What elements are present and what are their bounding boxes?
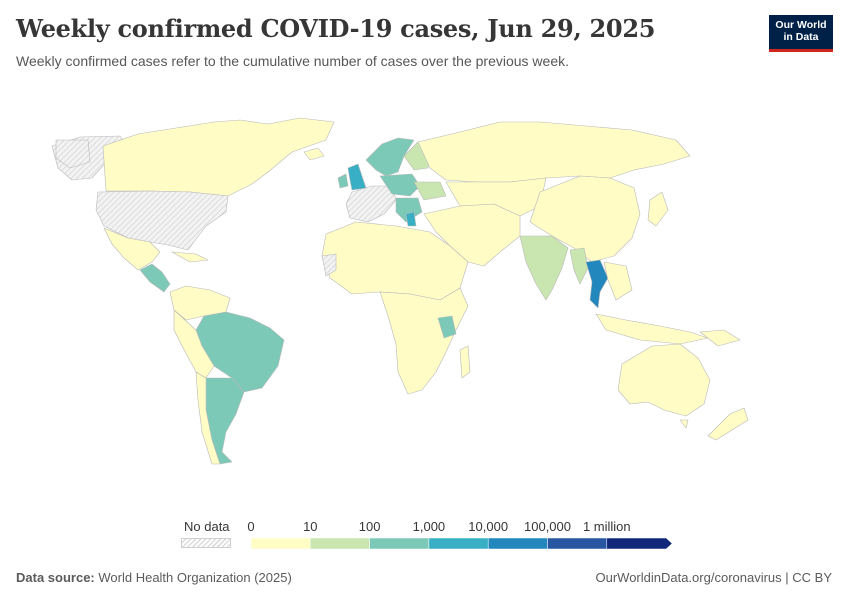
country-ireland[interactable] (337, 173, 349, 189)
country-australia[interactable] (617, 343, 711, 417)
country-usa[interactable] (95, 190, 229, 251)
country-iceland[interactable] (303, 147, 325, 161)
legend-tick-5: 100,000 (524, 519, 571, 534)
legend-tick-1: 10 (303, 519, 318, 534)
country-thailand[interactable] (585, 259, 609, 309)
legend-bin-3[interactable] (428, 537, 489, 550)
country-ukraine[interactable] (413, 181, 447, 201)
country-mexico[interactable] (103, 227, 161, 271)
legend-bin-4[interactable] (487, 537, 548, 550)
legend-tick-3: 1,000 (412, 519, 446, 534)
country-western-sahara[interactable] (321, 253, 337, 277)
data-source-value: World Health Organization (2025) (98, 570, 292, 585)
legend-tick-0: 0 (247, 519, 255, 534)
legend-bin-1[interactable] (310, 537, 370, 550)
chart-subtitle: Weekly confirmed cases refer to the cumu… (16, 53, 569, 69)
legend-no-data-label: No data (184, 519, 230, 534)
country-china[interactable] (529, 175, 641, 263)
legend-bin-0[interactable] (250, 537, 311, 550)
legend-tick-2: 100 (358, 519, 381, 534)
source-url-link[interactable]: OurWorldinData.org/coronavirus | CC BY (595, 570, 832, 585)
data-source: Data source: World Health Organization (… (16, 570, 292, 585)
country-kenya[interactable] (437, 315, 457, 339)
chart-title: Weekly confirmed COVID-19 cases, Jun 29,… (16, 14, 656, 43)
data-source-label: Data source: (16, 570, 95, 585)
country-poland-germany[interactable] (379, 173, 421, 197)
logo-line-2: in Data (783, 31, 819, 43)
legend-tick-6: 1 million (582, 519, 631, 534)
legend-bin-5[interactable] (547, 537, 608, 550)
legend-tick-4: 10,000 (468, 519, 509, 534)
country-chile[interactable] (195, 371, 221, 465)
country-central-america[interactable] (139, 263, 171, 293)
country-new-zealand[interactable] (707, 407, 749, 441)
country-russia[interactable] (417, 121, 691, 183)
country-central-asia[interactable] (445, 177, 547, 217)
country-alaska[interactable] (55, 139, 91, 169)
country-greece[interactable] (405, 211, 417, 227)
country-cuba[interactable] (171, 251, 209, 263)
country-africa-central[interactable] (379, 287, 469, 395)
country-japan[interactable] (647, 191, 669, 227)
country-myanmar[interactable] (569, 247, 589, 285)
country-madagascar[interactable] (459, 345, 471, 379)
country-india[interactable] (519, 235, 569, 301)
world-map (51, 117, 749, 465)
country-southeast-asia[interactable] (603, 261, 633, 301)
legend-bin-2[interactable] (369, 537, 430, 550)
legend-no-data-swatch (181, 538, 231, 548)
owid-logo[interactable]: Our World in Data (769, 15, 833, 52)
country-papua-new-guinea[interactable] (699, 329, 741, 347)
country-tasmania[interactable] (679, 419, 689, 429)
legend-bin-6[interactable] (606, 537, 673, 550)
logo-line-1: Our World (775, 19, 827, 31)
country-western-europe[interactable] (345, 185, 397, 223)
